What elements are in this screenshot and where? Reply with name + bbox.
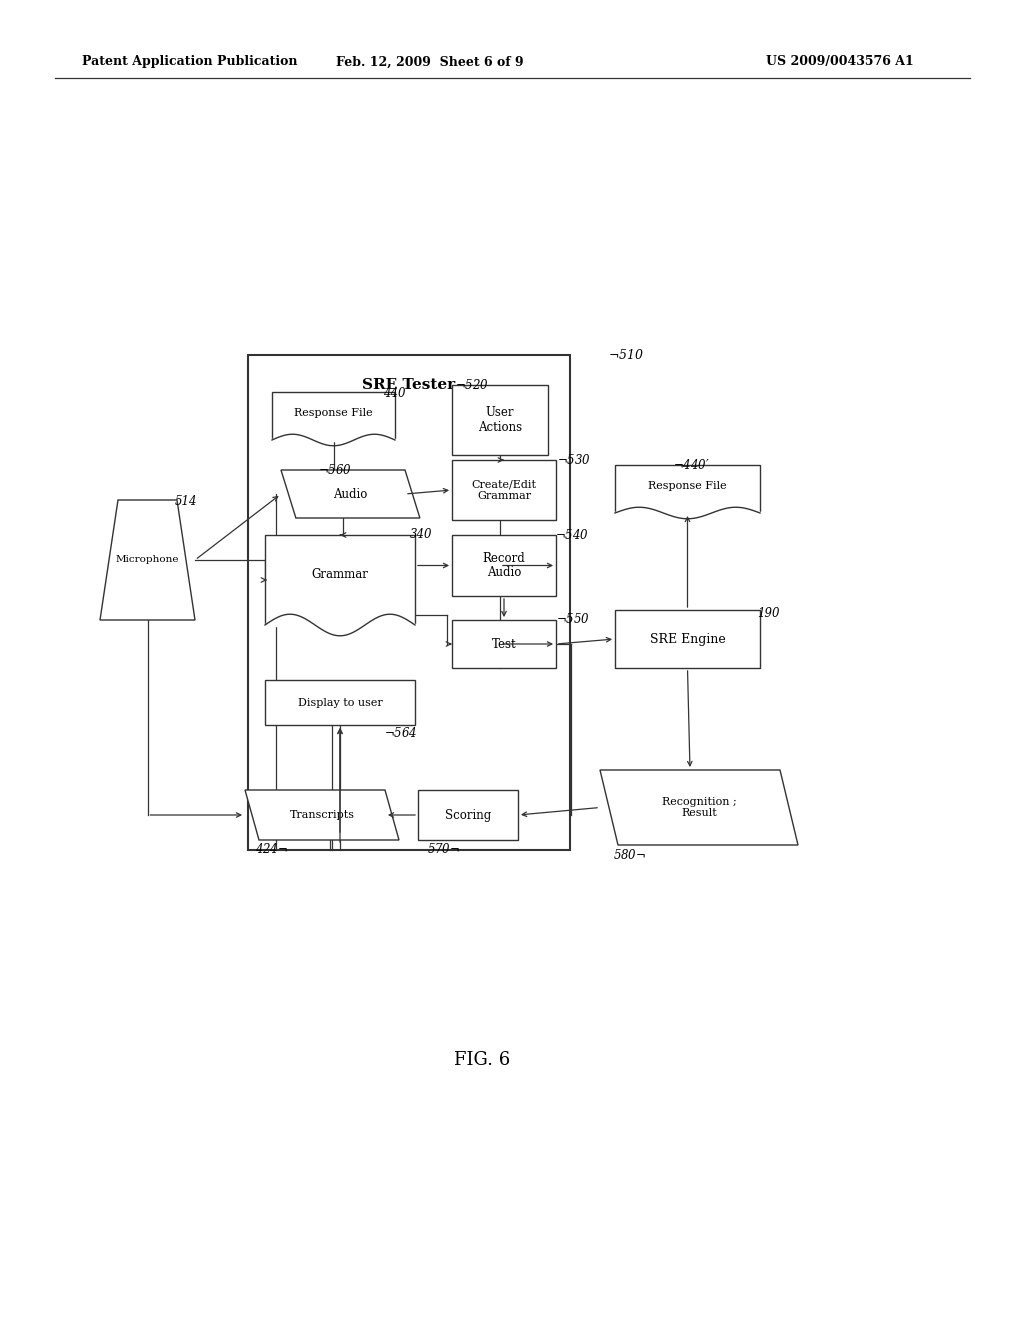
Text: Transcripts: Transcripts	[290, 810, 354, 820]
Bar	[452, 620, 556, 668]
Text: Audio: Audio	[333, 487, 368, 500]
Text: $\neg$520: $\neg$520	[455, 378, 488, 392]
Text: Display to user: Display to user	[298, 697, 382, 708]
Text: 514: 514	[175, 495, 198, 508]
Text: Patent Application Publication: Patent Application Publication	[82, 55, 298, 69]
Bar	[452, 459, 556, 520]
Text: Recognition ;
Result: Recognition ; Result	[662, 797, 736, 818]
Bar	[452, 535, 556, 597]
Text: US 2009/0043576 A1: US 2009/0043576 A1	[766, 55, 913, 69]
Text: Grammar: Grammar	[311, 568, 369, 581]
Text: User
Actions: User Actions	[478, 407, 522, 434]
Bar	[452, 385, 548, 455]
Bar	[418, 789, 518, 840]
Text: $\neg$530: $\neg$530	[557, 453, 591, 467]
Text: $\neg$510: $\neg$510	[608, 348, 644, 362]
Bar	[248, 355, 570, 850]
Bar	[265, 680, 415, 725]
Text: Response File: Response File	[294, 408, 373, 418]
Text: SRE Tester: SRE Tester	[362, 378, 456, 392]
Text: Feb. 12, 2009  Sheet 6 of 9: Feb. 12, 2009 Sheet 6 of 9	[336, 55, 524, 69]
Text: 190: 190	[757, 607, 779, 620]
Text: Create/Edit
Grammar: Create/Edit Grammar	[471, 479, 537, 500]
Text: Scoring: Scoring	[444, 808, 492, 821]
Text: $\neg$540: $\neg$540	[555, 528, 589, 543]
Bar	[272, 392, 395, 440]
Text: 440: 440	[383, 387, 406, 400]
Text: 570$\neg$: 570$\neg$	[427, 842, 460, 855]
Bar	[615, 610, 760, 668]
Text: $\neg$440′: $\neg$440′	[673, 458, 710, 473]
Polygon shape	[245, 789, 399, 840]
Polygon shape	[100, 500, 195, 620]
Polygon shape	[281, 470, 420, 517]
Text: FIG. 6: FIG. 6	[454, 1051, 510, 1069]
Text: $\neg$550: $\neg$550	[556, 612, 590, 626]
Bar	[265, 535, 415, 624]
Text: Response File: Response File	[648, 480, 727, 491]
Text: SRE Engine: SRE Engine	[649, 632, 725, 645]
Text: Record
Audio: Record Audio	[482, 552, 525, 579]
Polygon shape	[600, 770, 798, 845]
Text: 580$\neg$: 580$\neg$	[613, 847, 646, 862]
Bar	[615, 465, 760, 513]
Text: Test: Test	[492, 638, 516, 651]
Text: Microphone: Microphone	[116, 556, 179, 565]
Text: $\neg$560: $\neg$560	[318, 463, 352, 477]
Text: $\neg$564: $\neg$564	[384, 726, 418, 741]
Text: 340: 340	[410, 528, 432, 541]
Text: 424$\neg$: 424$\neg$	[255, 842, 288, 855]
